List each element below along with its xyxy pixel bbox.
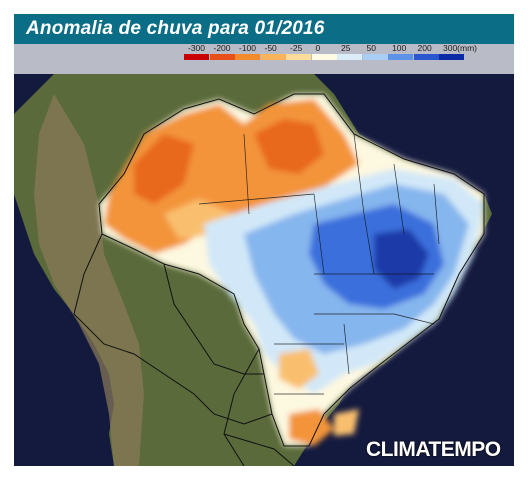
map-panel: Anomalia de chuva para 01/2016: [14, 14, 514, 466]
legend-swatch: [260, 54, 286, 60]
legend-label: 200: [417, 43, 432, 53]
title-bar: Anomalia de chuva para 01/2016: [14, 14, 514, 44]
legend-labels: -300 -200 -100 -50 -25 0 25 50 100 200 300(mm): [186, 43, 486, 53]
legend-swatch: [388, 54, 413, 60]
legend-swatch: [209, 54, 235, 60]
legend-label: 0: [315, 43, 321, 53]
andes-relief: [34, 94, 144, 466]
legend-swatch: [235, 54, 260, 60]
legend-swatch: [337, 54, 362, 60]
climatempo-logo: CLIMATEMPO: [366, 438, 501, 461]
rain-anomaly-map: [14, 74, 514, 466]
legend-label: 100: [392, 43, 407, 53]
legend-swatch: [413, 54, 439, 60]
legend-label: 25: [341, 43, 351, 53]
map-title: Anomalia de chuva para 01/2016: [26, 18, 325, 39]
state-borders: [198, 133, 440, 395]
legend-swatch: [362, 54, 388, 60]
legend-swatch: [286, 54, 311, 60]
legend-label: 300(mm): [443, 43, 478, 53]
legend-label: -50: [264, 43, 277, 53]
legend-swatch: [184, 54, 209, 60]
legend-label: -300: [188, 43, 206, 53]
legend-label: -200: [213, 43, 231, 53]
legend-swatch: [439, 54, 464, 60]
legend-label: 50: [366, 43, 376, 53]
country-borders: [73, 93, 485, 466]
legend-swatch: [311, 54, 337, 60]
legend-label: -100: [239, 43, 257, 53]
legend-label: -25: [290, 43, 303, 53]
